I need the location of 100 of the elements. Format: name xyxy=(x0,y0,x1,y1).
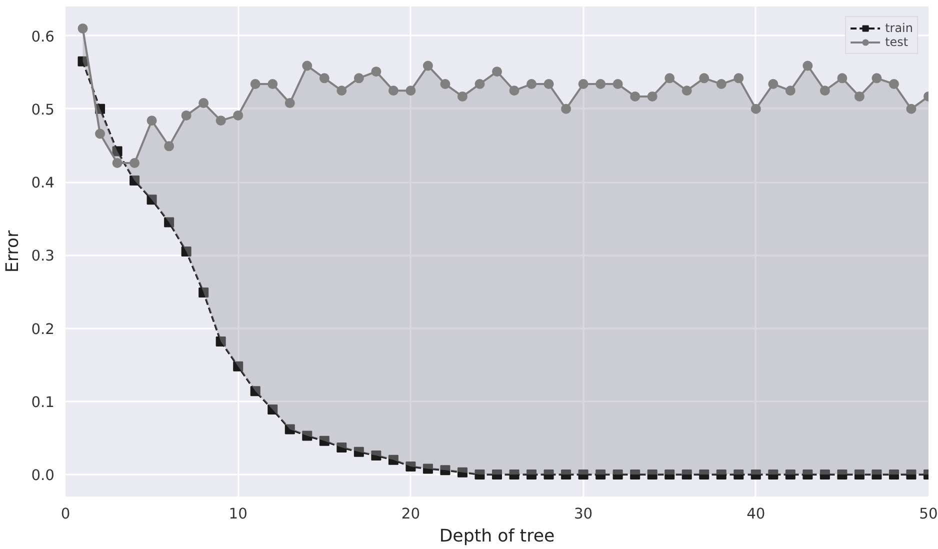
y-tick-label: 0.5 xyxy=(31,101,55,118)
point xyxy=(734,73,744,84)
point xyxy=(596,79,606,90)
point xyxy=(371,450,382,461)
point xyxy=(750,470,761,480)
point xyxy=(768,470,778,480)
point xyxy=(457,467,468,478)
y-tick-label: 0.4 xyxy=(31,174,55,192)
point xyxy=(198,98,209,108)
point xyxy=(146,116,157,126)
point xyxy=(820,470,830,480)
y-tick-label: 0.2 xyxy=(31,320,55,338)
point xyxy=(561,104,572,114)
point xyxy=(388,86,398,96)
point xyxy=(837,73,848,84)
point xyxy=(164,141,174,152)
y-tick-label: 0.6 xyxy=(31,28,55,46)
point xyxy=(630,91,640,102)
point xyxy=(888,470,899,480)
point xyxy=(422,464,433,474)
point xyxy=(906,470,916,480)
point xyxy=(734,470,744,480)
x-tick-label: 0 xyxy=(60,506,70,522)
point xyxy=(95,128,106,139)
point xyxy=(802,60,813,71)
point xyxy=(578,79,588,90)
point xyxy=(406,86,416,96)
point xyxy=(284,424,295,434)
point xyxy=(250,386,260,396)
point xyxy=(164,217,174,228)
point xyxy=(492,66,502,77)
point xyxy=(785,86,796,96)
point xyxy=(233,361,244,372)
x-tick-label: 40 xyxy=(746,506,766,522)
point xyxy=(78,56,88,66)
point xyxy=(112,146,122,156)
point xyxy=(319,436,330,446)
point xyxy=(181,246,192,256)
point xyxy=(837,470,848,480)
point xyxy=(768,79,778,90)
point xyxy=(474,79,485,90)
point xyxy=(630,470,640,480)
point xyxy=(647,91,658,102)
y-tick-label: 0.3 xyxy=(31,248,55,265)
point xyxy=(198,287,209,298)
point xyxy=(354,446,364,457)
point xyxy=(888,79,899,90)
point xyxy=(647,470,658,480)
point xyxy=(268,79,278,90)
point xyxy=(544,79,554,90)
point xyxy=(146,194,157,205)
point xyxy=(302,60,312,71)
point xyxy=(181,110,192,120)
point xyxy=(785,470,796,480)
point xyxy=(544,470,554,480)
point xyxy=(872,73,882,84)
x-tick-label: 10 xyxy=(228,506,248,522)
point xyxy=(440,465,450,476)
point xyxy=(371,66,382,77)
point xyxy=(130,158,140,168)
point xyxy=(596,470,606,480)
legend-label: test xyxy=(885,35,908,49)
point xyxy=(302,430,312,441)
point xyxy=(664,470,675,480)
point xyxy=(561,470,572,480)
point xyxy=(284,98,295,108)
point xyxy=(319,73,330,84)
point xyxy=(716,79,726,90)
point xyxy=(492,470,502,480)
y-tick-label: 0.1 xyxy=(31,394,55,411)
point xyxy=(716,470,726,480)
point xyxy=(268,404,278,414)
point xyxy=(682,470,692,480)
point xyxy=(699,470,710,480)
point xyxy=(336,86,347,96)
point xyxy=(750,104,761,114)
point xyxy=(457,91,468,102)
point xyxy=(216,336,226,346)
point xyxy=(802,470,813,480)
point xyxy=(474,470,485,480)
x-axis-title: Depth of tree xyxy=(439,526,555,546)
point xyxy=(526,470,537,480)
point xyxy=(664,73,675,84)
point xyxy=(612,79,623,90)
point xyxy=(250,79,260,90)
point xyxy=(854,470,864,480)
point xyxy=(78,23,88,34)
point xyxy=(112,158,122,168)
point xyxy=(354,73,364,84)
point xyxy=(699,73,710,84)
point xyxy=(216,116,226,126)
y-tick-label: 0.0 xyxy=(31,467,55,484)
point xyxy=(872,470,882,480)
x-tick-label: 20 xyxy=(401,506,420,522)
legend-label: train xyxy=(885,21,913,35)
point xyxy=(854,91,864,102)
point xyxy=(682,86,692,96)
point xyxy=(526,79,537,90)
point xyxy=(336,442,347,452)
x-tick-label: 50 xyxy=(919,506,938,522)
